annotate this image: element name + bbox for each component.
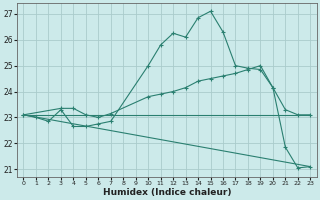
X-axis label: Humidex (Indice chaleur): Humidex (Indice chaleur)	[103, 188, 231, 197]
